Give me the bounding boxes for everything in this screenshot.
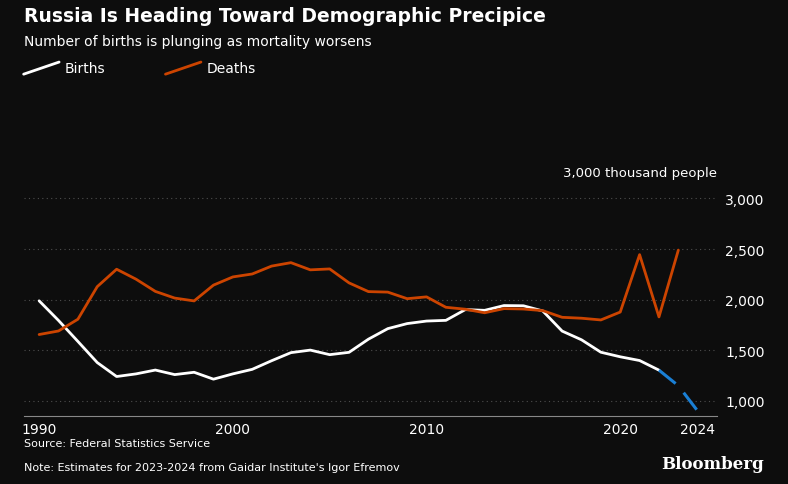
Text: Russia Is Heading Toward Demographic Precipice: Russia Is Heading Toward Demographic Pre… bbox=[24, 7, 545, 26]
Text: Bloomberg: Bloomberg bbox=[662, 455, 764, 472]
Text: 3,000 thousand people: 3,000 thousand people bbox=[563, 166, 717, 179]
Text: Source: Federal Statistics Service: Source: Federal Statistics Service bbox=[24, 438, 210, 448]
Text: Note: Estimates for 2023-2024 from Gaidar Institute's Igor Efremov: Note: Estimates for 2023-2024 from Gaida… bbox=[24, 462, 400, 472]
Text: Number of births is plunging as mortality worsens: Number of births is plunging as mortalit… bbox=[24, 35, 371, 49]
Text: Births: Births bbox=[65, 62, 106, 76]
Text: Deaths: Deaths bbox=[206, 62, 255, 76]
